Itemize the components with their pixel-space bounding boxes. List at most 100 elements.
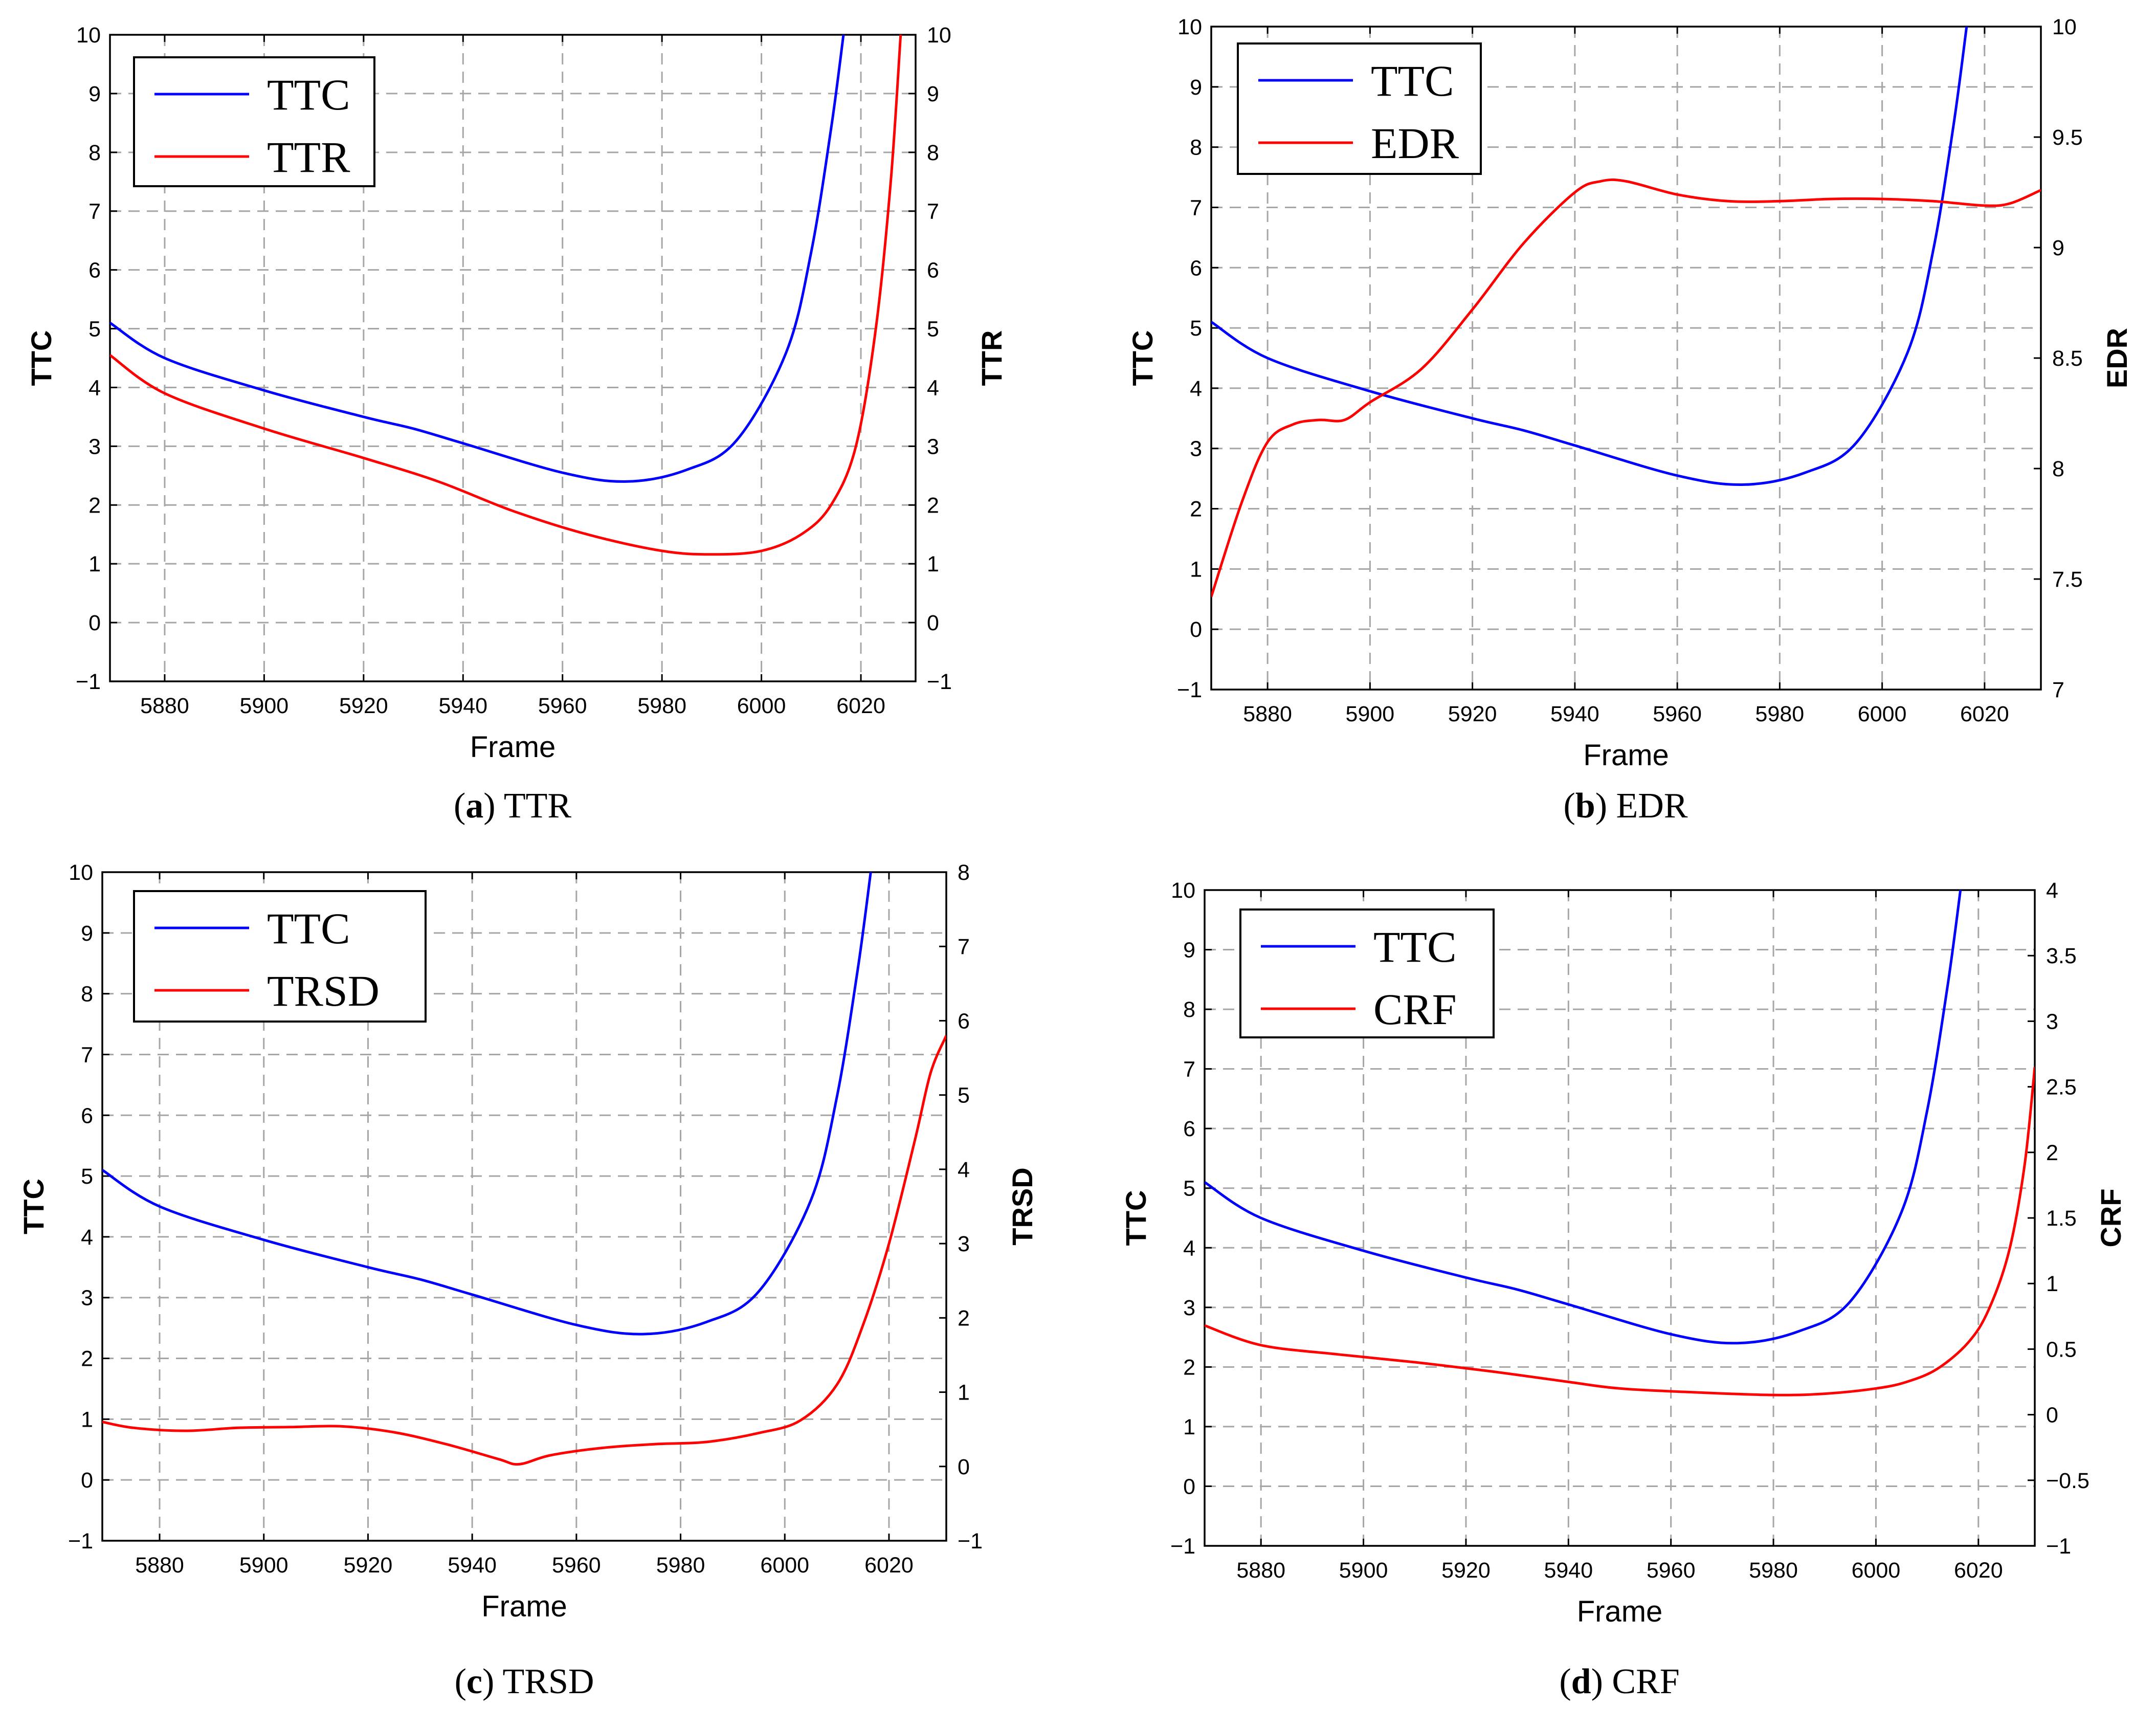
legend-label-edr: EDR xyxy=(1371,119,1459,168)
y-right-tick-label: 5 xyxy=(927,317,939,342)
series-line-trsd xyxy=(102,1035,946,1466)
legend-label-crf: CRF xyxy=(1373,985,1457,1034)
caption-open-paren: ( xyxy=(454,786,465,826)
y-left-tick-label: 3 xyxy=(88,434,101,459)
y-right-tick-label: 10 xyxy=(927,23,951,48)
x-tick-label: 5880 xyxy=(140,694,189,718)
panel-caption: (d) CRF xyxy=(1559,1662,1679,1701)
legend: TTC EDR xyxy=(1237,42,1482,175)
y-left-tick-label: 8 xyxy=(1190,136,1202,160)
x-tick-label: 6000 xyxy=(737,694,786,718)
y-axis-right: −1 −0.5 0 0.5 1 1.5 2 2.5 3 3.5 4 xyxy=(2028,878,2090,1559)
y-right-tick-label: 8 xyxy=(2052,457,2064,481)
y-left-tick-label: 0 xyxy=(88,611,101,635)
y-left-tick-label: 6 xyxy=(1190,256,1202,280)
y-left-tick-label: 6 xyxy=(81,1103,93,1128)
series-group xyxy=(102,872,946,1466)
y-right-tick-label: 3 xyxy=(2046,1009,2058,1034)
y-right-tick-label: 3 xyxy=(927,434,939,459)
y-left-tick-label: 4 xyxy=(88,375,101,400)
y-right-tick-label: 0 xyxy=(2046,1403,2058,1428)
y-right-tick-label: 2 xyxy=(2046,1141,2058,1165)
x-tick-label: 5940 xyxy=(448,1553,497,1578)
y-right-tick-label: 2.5 xyxy=(2046,1075,2077,1100)
y-left-tick-label: 3 xyxy=(1190,437,1202,461)
y-right-tick-label: 1 xyxy=(958,1381,970,1405)
y-axis-right: −1 0 1 2 3 4 5 6 7 8 9 10 xyxy=(908,23,952,694)
caption-letter: b xyxy=(1575,786,1595,826)
x-tick-label: 5920 xyxy=(1448,702,1497,726)
y-axis-left-label: TTC xyxy=(1126,330,1159,386)
x-tick-label: 6020 xyxy=(864,1553,914,1578)
series-group xyxy=(1211,27,2041,597)
y-right-tick-label: 7 xyxy=(958,935,970,959)
x-tick-label: 5880 xyxy=(1243,702,1292,726)
y-right-tick-label: 3 xyxy=(958,1232,970,1256)
y-left-tick-label: 1 xyxy=(88,552,101,576)
caption-close-paren: ) xyxy=(1591,1662,1612,1701)
y-left-tick-label: 0 xyxy=(1183,1474,1195,1499)
y-left-tick-label: 7 xyxy=(81,1043,93,1067)
y-left-tick-label: 3 xyxy=(1183,1296,1195,1320)
x-tick-label: 5940 xyxy=(1550,702,1599,726)
y-axis-right: 7 7.5 8 8.5 9 9.5 10 xyxy=(2034,15,2083,702)
y-right-tick-label: −0.5 xyxy=(2046,1469,2090,1493)
caption-close-paren: ) xyxy=(482,1662,503,1701)
series-line-ttc xyxy=(102,872,872,1336)
legend-box xyxy=(133,56,375,187)
legend-label-ttc: TTC xyxy=(1373,922,1456,971)
y-left-tick-label: −1 xyxy=(76,670,101,694)
y-right-tick-label: 3.5 xyxy=(2046,944,2077,968)
legend-box xyxy=(1239,908,1495,1038)
legend: TTC TTR xyxy=(133,56,375,187)
legend-label-trsd: TRSD xyxy=(267,966,380,1015)
series-line-crf xyxy=(1205,1067,2035,1396)
legend: TTC TRSD xyxy=(133,890,427,1023)
legend-label-ttc: TTC xyxy=(1371,56,1454,105)
x-tick-label: 5980 xyxy=(637,694,686,718)
y-axis-right: −1 0 1 2 3 4 5 6 7 8 xyxy=(939,860,983,1554)
y-left-tick-label: −1 xyxy=(68,1529,93,1554)
panel-caption: (c) TRSD xyxy=(455,1662,594,1701)
x-tick-label: 5940 xyxy=(1544,1558,1593,1583)
legend-box xyxy=(1237,42,1482,175)
y-left-tick-label: −1 xyxy=(1170,1534,1195,1559)
x-tick-label: 6000 xyxy=(1858,702,1907,726)
y-left-tick-label: 5 xyxy=(81,1164,93,1189)
panel-caption: (b) EDR xyxy=(1563,786,1687,826)
caption-close-paren: ) xyxy=(483,786,504,826)
y-left-tick-label: 2 xyxy=(81,1347,93,1371)
y-axis-left-label: TTC xyxy=(17,1179,50,1234)
x-tick-label: 6020 xyxy=(836,694,885,718)
series-line-ttc xyxy=(110,35,845,483)
plot-frame xyxy=(1210,26,2042,691)
y-left-tick-label: 0 xyxy=(81,1468,93,1493)
series-line-edr xyxy=(1211,178,2041,597)
grid xyxy=(110,35,916,681)
y-left-tick-label: 1 xyxy=(1190,557,1202,582)
x-tick-label: 5960 xyxy=(1653,702,1702,726)
caption-close-paren: ) xyxy=(1595,786,1616,826)
x-axis: 5880 5900 5920 5940 5960 5980 6000 6020 xyxy=(135,872,914,1578)
x-tick-label: 5980 xyxy=(1749,1558,1798,1583)
y-left-tick-label: 7 xyxy=(88,199,101,224)
chart-panel-c: 5880 5900 5920 5940 5960 5980 6000 6020−1012345… xyxy=(17,860,1038,1701)
series-group xyxy=(1205,890,2035,1396)
x-tick-label: 5960 xyxy=(1647,1558,1696,1583)
y-axis-right-label: CRF xyxy=(2095,1188,2127,1247)
x-axis-label: Frame xyxy=(1583,739,1669,772)
x-tick-label: 6020 xyxy=(1954,1558,2003,1583)
x-tick-label: 5980 xyxy=(656,1553,705,1578)
y-right-tick-label: −1 xyxy=(927,670,952,694)
caption-open-paren: ( xyxy=(1559,1662,1571,1701)
y-left-tick-label: 4 xyxy=(1190,376,1202,401)
y-right-tick-label: 2 xyxy=(958,1306,970,1330)
x-tick-label: 5900 xyxy=(1346,702,1395,726)
y-left-tick-label: 2 xyxy=(1183,1355,1195,1380)
y-left-tick-label: 5 xyxy=(1183,1177,1195,1201)
y-left-tick-label: 8 xyxy=(1183,997,1195,1022)
caption-open-paren: ( xyxy=(1563,786,1575,826)
y-left-tick-label: 7 xyxy=(1190,195,1202,220)
x-tick-label: 5920 xyxy=(1441,1558,1491,1583)
caption-text: TRSD xyxy=(503,1662,594,1701)
